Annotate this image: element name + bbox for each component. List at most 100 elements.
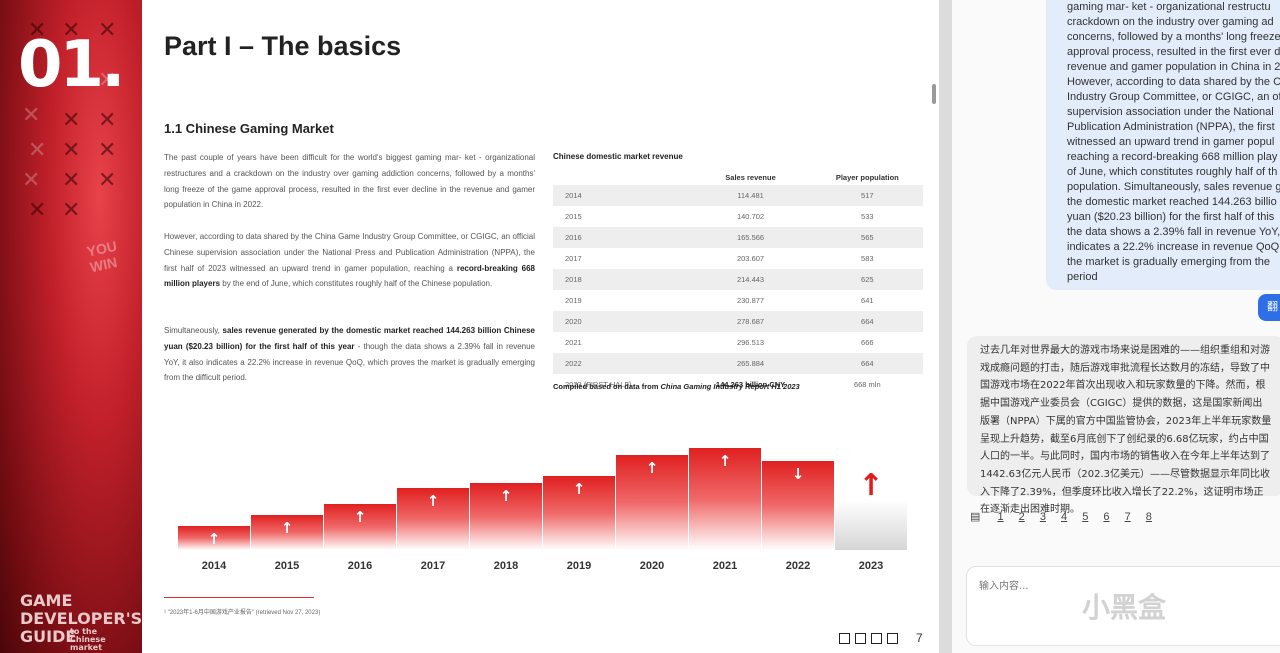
page-title: Part I – The basics (164, 31, 402, 61)
chart-x-label: 2018 (493, 560, 519, 572)
page-box-icon (855, 633, 866, 644)
x-decoration: ✕ (22, 168, 41, 193)
user-message-text: gaming mar- ket - organizational restruc… (1067, 0, 1280, 285)
x-decoration: ✕ (98, 68, 117, 93)
table-row: 2016 165.566 565 (553, 227, 923, 248)
x-decoration: ✕ (28, 198, 47, 223)
chart-x-label: 2023 (858, 560, 884, 572)
arrow-up-icon: ↑ (718, 452, 732, 470)
table-row: 2023 (FIRST HALF) 144.263 billion CNY 668 … (565, 380, 881, 389)
table-row: 2017 203.607 583 (565, 254, 874, 263)
chart-x-label: 2020 (639, 560, 665, 572)
scrollbar-thumb[interactable] (932, 84, 936, 104)
table-source-note: Compiled based on data from China Gaming… (553, 382, 800, 391)
user-message-bubble: gaming mar- ket - organizational restruc… (1046, 0, 1280, 290)
assistant-message-text: 过去几年对世界最大的游戏市场来说是困难的——组织重组和对游戏成瘾问题的打击，随后… (980, 345, 1272, 516)
chart-bar: ↑ (470, 483, 542, 550)
table-row: 2015 140.702 533 (565, 212, 874, 221)
arrow-up-icon: ↑ (280, 519, 294, 537)
message-line: Industry Group Committee, or CGIGC, an o… (1067, 91, 1280, 103)
message-line: supervision association under the Nation… (1067, 106, 1274, 118)
section-title: 1.1 Chinese Gaming Market (164, 121, 334, 136)
footnote: ¹ "2023年1-6月中国游戏产业报告" (retrieved Nov 27,… (164, 610, 321, 616)
message-line: revenue and gamer population in China in… (1067, 61, 1280, 73)
paragraph: Simultaneously, sales revenue generated … (164, 326, 535, 383)
message-line: However, according to data shared by the… (1067, 76, 1280, 88)
chart-x-label: 2017 (420, 560, 446, 572)
footnote-divider (164, 597, 314, 598)
table-header (553, 169, 689, 185)
chart-bar: ↓ (762, 461, 834, 550)
chart-bar: ↑ (251, 515, 323, 550)
chart-bar: ↑ (397, 488, 469, 550)
reference-link[interactable]: 8 (1145, 511, 1152, 523)
arrow-up-icon: ↑ (572, 480, 586, 498)
chart-bar: ↑ (616, 455, 688, 550)
reference-link[interactable]: 3 (1039, 511, 1046, 523)
chart-x-label: 2019 (566, 560, 592, 572)
table-row: 2020 278.687 664 (553, 311, 923, 332)
arrow-up-icon: ↑ (499, 487, 513, 505)
paragraph: However, according to data shared by the… (164, 232, 535, 289)
message-line: the domestic market reached 144.263 bill… (1067, 196, 1277, 208)
message-line: concerns, followed by a months' long fre… (1067, 31, 1280, 43)
page-box-icon (839, 633, 850, 644)
pdf-page: Part I – The basics 1.1 Chinese Gaming M… (142, 0, 939, 653)
reference-link[interactable]: 5 (1082, 511, 1089, 523)
page-boxes (839, 633, 903, 644)
reference-link[interactable]: 4 (1061, 511, 1068, 523)
chart-bar: ↑ (178, 526, 250, 550)
chart-x-label: 2015 (274, 560, 300, 572)
message-line: witnessed an upward trend in gamer popul (1067, 136, 1275, 148)
x-decoration: ✕ (28, 138, 47, 163)
chart-x-label: 2021 (712, 560, 738, 572)
you-win-text: YOU WIN (85, 237, 119, 276)
x-decoration: ✕ (62, 168, 81, 193)
chat-input-box[interactable] (966, 566, 1280, 646)
table-row: 2022 265.884 664 (553, 353, 923, 374)
arrow-up-icon: ↑ (353, 508, 367, 526)
table-header: Player population (835, 172, 899, 182)
guide-logo: GAME DEVELOPER'S GUIDE to the Chinese ma… (20, 591, 142, 652)
paragraph: The past couple of years have been diffi… (164, 153, 535, 210)
table-header: Sales revenue (725, 172, 776, 182)
translate-button[interactable]: 翻 (1258, 294, 1280, 321)
table-row: 2014 114.481 517 (553, 185, 923, 206)
table-title: Chinese domestic market revenue (553, 152, 683, 161)
reference-link[interactable]: 2 (1018, 511, 1025, 523)
chart-bar: ↑ (543, 476, 615, 550)
x-decoration: ✕ (22, 103, 41, 128)
chart-bar: ↑ (835, 468, 907, 550)
message-line: reaching a record-breaking 668 million p… (1067, 151, 1278, 163)
page-box-icon (887, 633, 898, 644)
message-line: period (1067, 271, 1098, 283)
message-line: approval process, resulted in the first … (1067, 46, 1280, 58)
reference-link[interactable]: 1 (997, 511, 1004, 523)
table-row: 2019 230.877 641 (565, 296, 874, 305)
reference-links: ▤ 1 2 3 4 5 6 7 8 (970, 510, 1164, 523)
arrow-up-icon: ↑ (426, 492, 440, 510)
message-line: population. Simultaneously, sales revenu… (1067, 181, 1280, 193)
document-icon[interactable]: ▤ (970, 511, 981, 523)
pdf-viewer: ✕ ✕ ✕ ✕ ✕ ✕ ✕ ✕ ✕ ✕ ✕ ✕ ✕ ✕ ✕ 01. YOU WI… (0, 0, 952, 653)
message-line: gaming mar- ket - organizational restruc… (1067, 1, 1271, 13)
x-decoration: ✕ (98, 18, 117, 43)
message-line: Publication Administration (NPPA), the f… (1067, 121, 1275, 133)
reference-link[interactable]: 7 (1124, 511, 1131, 523)
table-row: 2018 214.443 625 (553, 269, 923, 290)
chart-x-label: 2014 (201, 560, 227, 572)
watermark-logo: 小黑盒 (1082, 591, 1167, 624)
chart-bar: ↑ (689, 448, 761, 550)
reference-link[interactable]: 6 (1103, 511, 1110, 523)
market-revenue-table: Sales revenue Player population 2014 114.… (553, 169, 923, 395)
chat-input[interactable] (977, 575, 1280, 639)
chart-x-label: 2022 (785, 560, 811, 572)
arrow-down-icon: ↓ (791, 465, 805, 483)
x-decoration: ✕ (98, 138, 117, 163)
chapter-number: 01. (18, 28, 125, 102)
page-number: 7 (916, 631, 923, 645)
chapter-cover-panel: ✕ ✕ ✕ ✕ ✕ ✕ ✕ ✕ ✕ ✕ ✕ ✕ ✕ ✕ ✕ 01. YOU WI… (0, 0, 142, 653)
x-decoration: ✕ (62, 18, 81, 43)
message-line: indicates a 22.2% increase in revenue Qo… (1067, 241, 1280, 253)
arrow-up-icon: ↑ (858, 468, 884, 503)
